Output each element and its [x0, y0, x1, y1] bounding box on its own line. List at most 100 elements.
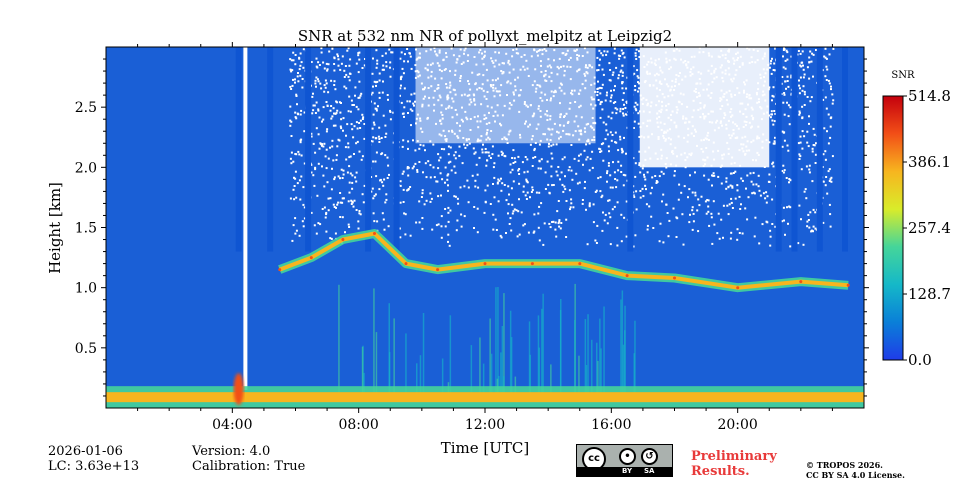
- aerosol-streak: [500, 352, 502, 396]
- aerosol-streak: [489, 318, 491, 396]
- aerosol-streak: [416, 363, 418, 396]
- attribution-icon: •: [619, 448, 636, 465]
- aerosol-streak: [501, 326, 504, 396]
- layer-core: [278, 231, 849, 290]
- aerosol-streak: [470, 345, 473, 396]
- aerosol-streak: [479, 337, 481, 396]
- noise-speckle: [289, 47, 835, 248]
- layer-point: [736, 286, 740, 290]
- aerosol-streak: [405, 333, 407, 396]
- x-tick-label: 16:00: [591, 417, 631, 433]
- noise-dense-patch: [415, 47, 596, 144]
- cloud-column: [775, 47, 782, 252]
- aerosol-streak: [419, 355, 422, 396]
- plot-area: [106, 47, 864, 408]
- aerosol-streak: [441, 358, 444, 396]
- y-axis-ticks: 0.5 1.0 1.5 2.0 2.5: [75, 58, 869, 397]
- aerosol-streak: [363, 372, 365, 396]
- data-gap: [243, 47, 248, 390]
- x-axis-label: Time [UTC]: [441, 439, 530, 457]
- cc-license-badge: cc • ↺ BY SA: [576, 444, 673, 477]
- layer-point: [846, 283, 850, 287]
- layer-point: [673, 276, 676, 280]
- aerosol-streak: [503, 376, 505, 396]
- aerosol-streak: [422, 313, 425, 396]
- colorbar-tick-label: 386.1: [908, 153, 951, 171]
- y-axis-label: Height [km]: [46, 182, 64, 274]
- copyright-line-1: © TROPOS 2026.: [806, 460, 883, 470]
- date-text: 2026-01-06: [48, 444, 123, 459]
- aerosol-streak: [495, 287, 497, 396]
- aerosol-streak: [388, 303, 390, 396]
- version-text: Version: 4.0: [192, 444, 271, 459]
- layer-point: [341, 238, 345, 241]
- aerosol-streak: [600, 348, 602, 396]
- layer-point: [373, 232, 376, 235]
- layer-point: [436, 268, 440, 272]
- x-tick-label: 12:00: [465, 417, 505, 433]
- aerosol-streak: [542, 293, 544, 396]
- aerosol-streak: [603, 306, 605, 396]
- y-tick-label: 1.0: [75, 281, 97, 297]
- colorbar-tick-label: 128.7: [908, 285, 951, 303]
- cc-badge-bar: [577, 467, 672, 476]
- aerosol-streak: [585, 365, 588, 396]
- layer-point: [530, 262, 534, 266]
- aerosol-streak: [490, 353, 493, 396]
- layer-point: [309, 256, 313, 260]
- cloud-column: [393, 47, 400, 252]
- boundary-layer-top: [278, 229, 850, 293]
- copyright-notice: © TROPOS 2026. CC BY SA 4.0 License.: [806, 460, 905, 480]
- layer-point: [278, 268, 282, 272]
- y-tick-label: 2.0: [75, 160, 97, 176]
- aerosol-streak: [510, 337, 513, 396]
- aerosol-streak: [596, 342, 598, 396]
- aerosol-streak: [361, 346, 364, 396]
- x-tick-label: 08:00: [338, 417, 378, 433]
- aerosol-streak: [550, 364, 552, 396]
- colorbar-tick-label: 257.4: [908, 219, 951, 237]
- surface-hotspot: [233, 373, 244, 406]
- cloud-column: [305, 47, 312, 252]
- y-tick-label: 1.5: [75, 221, 97, 237]
- layer-point: [483, 262, 487, 266]
- cloud-column: [627, 47, 634, 252]
- cloud-column: [235, 47, 242, 252]
- noise-dense-patch: [639, 47, 770, 168]
- aerosol-streak: [633, 353, 635, 396]
- aerosol-streak: [338, 284, 340, 396]
- aerosol-streak: [482, 363, 485, 396]
- layer-point: [404, 262, 408, 266]
- copyright-line-2: CC BY SA 4.0 License.: [806, 470, 905, 480]
- cloud-columns: [235, 47, 848, 390]
- aerosol-streak: [538, 347, 540, 396]
- cloud-column: [267, 47, 274, 252]
- colorbar-tick-label: 0.0: [908, 351, 932, 369]
- x-axis-ticks: 04:00 08:00 12:00 16:00 20:00: [137, 42, 833, 433]
- aerosol-streak: [498, 375, 500, 396]
- aerosol-streak: [560, 299, 562, 396]
- surface-band-core: [106, 392, 864, 403]
- calibration-text: Calibration: True: [192, 459, 306, 474]
- cc-by-label: BY: [622, 467, 633, 475]
- chart-title: SNR at 532 nm NR of pollyxt_melpitz at L…: [298, 27, 672, 45]
- lc-text: LC: 3.63e+13: [48, 459, 140, 474]
- colorbar: [882, 95, 904, 361]
- aerosol-streak: [375, 332, 378, 396]
- y-tick-label: 0.5: [75, 341, 97, 357]
- aerosol-streak: [503, 293, 505, 396]
- layer-point: [799, 280, 803, 284]
- cloud-column: [365, 47, 372, 252]
- colorbar-ticks: 0.0 128.7 257.4 386.1 514.8: [903, 87, 951, 369]
- aerosol-streak: [528, 321, 531, 396]
- aerosol-streaks: [338, 283, 636, 396]
- layer-point: [625, 274, 629, 278]
- preliminary-results: Preliminary Results.: [691, 449, 777, 479]
- cc-sa-label: SA: [644, 467, 655, 475]
- x-tick-label: 20:00: [717, 417, 757, 433]
- aerosol-streak: [509, 310, 512, 396]
- colorbar-label: SNR: [891, 70, 915, 81]
- aerosol-streak: [497, 287, 499, 396]
- aerosol-streak: [574, 320, 576, 396]
